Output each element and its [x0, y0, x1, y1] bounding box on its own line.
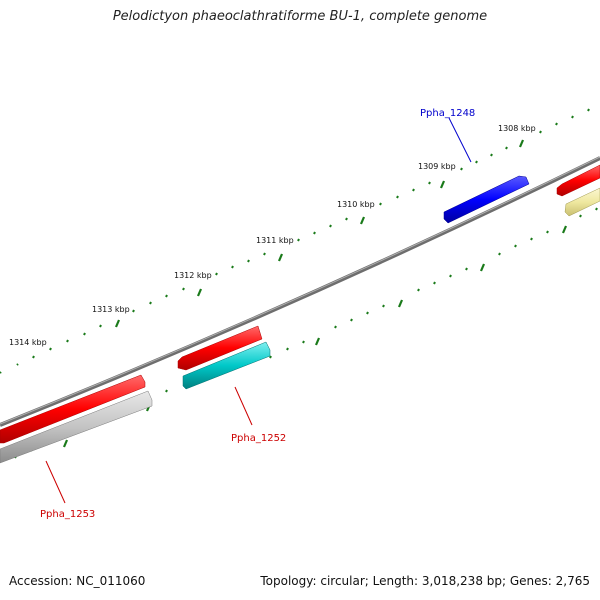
gene-ppha-1248-arrow[interactable] — [443, 175, 530, 224]
gene-ppha-1252-cyan-block[interactable] — [182, 341, 271, 390]
kbp-label: 1311 kbp — [256, 236, 294, 245]
genome-summary-text: Topology: circular; Length: 3,018,238 bp… — [260, 574, 590, 588]
kbp-label: 1314 kbp — [9, 338, 47, 347]
genome-backbone — [0, 156, 600, 427]
kbp-label: 1312 kbp — [174, 271, 212, 280]
kbp-label: 1309 kbp — [418, 162, 456, 171]
leader-line-ppha-1248 — [448, 117, 472, 163]
gene-yellow-right-block[interactable] — [564, 187, 600, 217]
kbp-label: 1313 kbp — [92, 305, 130, 314]
kbp-label: 1310 kbp — [337, 200, 375, 209]
genome-backbone-highlight — [0, 156, 600, 425]
gene-ppha-1253-gray-block[interactable] — [0, 390, 153, 464]
gene-label-ppha-1248[interactable]: Ppha_1248 — [420, 108, 475, 119]
gene-ppha-1252-red-arrow[interactable] — [177, 325, 263, 371]
gene-red-right-arrow[interactable] — [556, 164, 600, 197]
gene-ppha-1253-arrow[interactable] — [0, 374, 146, 444]
leader-line-ppha-1253 — [45, 460, 66, 504]
outer-tick-ring — [0, 108, 590, 374]
gene-label-ppha-1252[interactable]: Ppha_1252 — [231, 433, 286, 444]
map-title: Pelodictyon phaeoclathratiforme BU-1, co… — [112, 9, 488, 24]
accession-text: Accession: NC_011060 — [9, 574, 146, 588]
kbp-labels: 1308 kbp 1309 kbp 1310 kbp 1311 kbp 1312… — [9, 124, 536, 347]
kbp-label: 1308 kbp — [498, 124, 536, 133]
gene-label-ppha-1253[interactable]: Ppha_1253 — [40, 509, 95, 520]
leader-line-ppha-1252 — [234, 386, 253, 426]
